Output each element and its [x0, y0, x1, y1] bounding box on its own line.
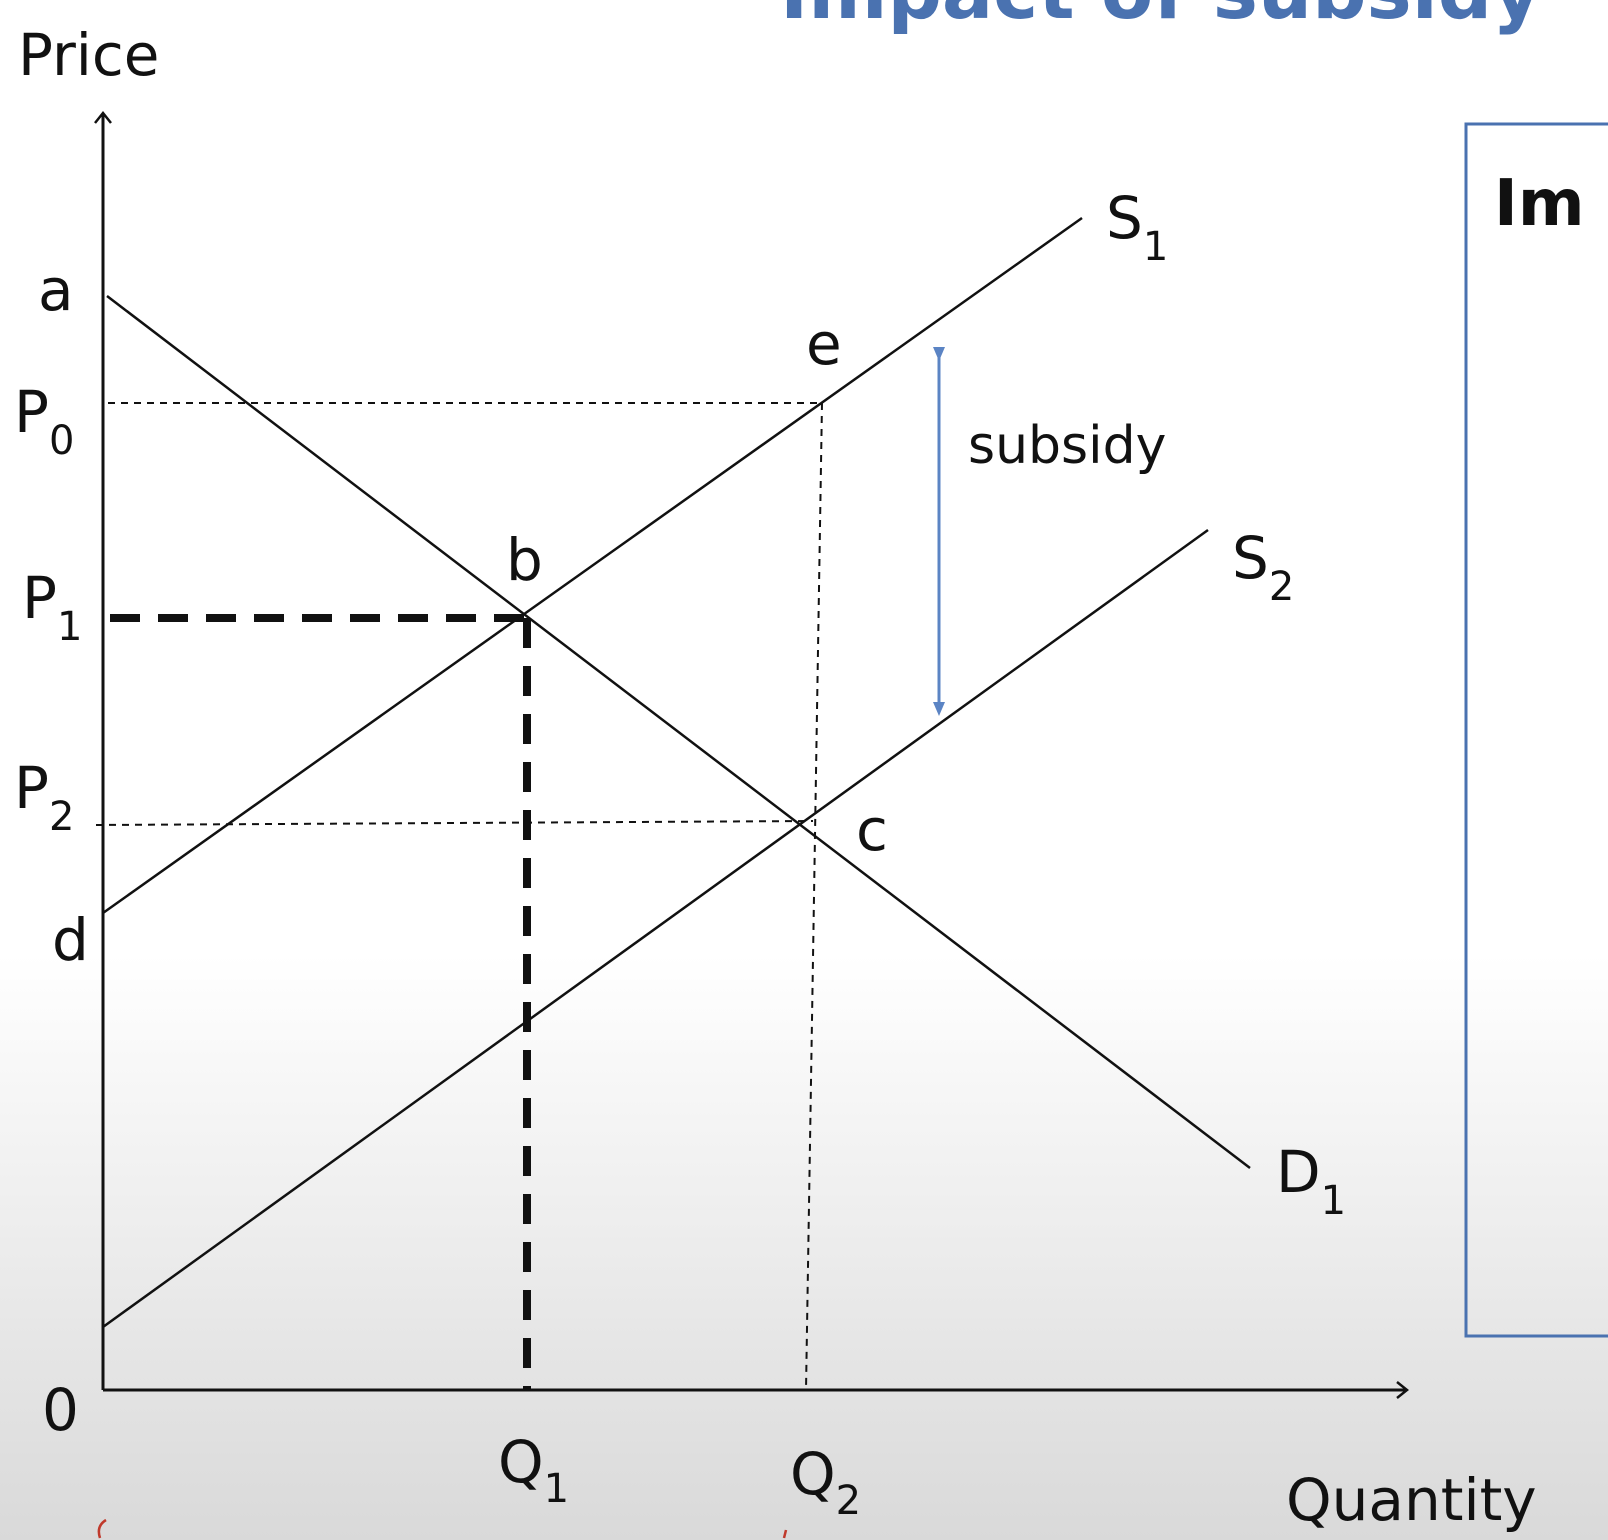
label-p1-main: P	[22, 564, 57, 632]
label-s1-main: S	[1106, 184, 1143, 252]
label-e: e	[806, 310, 842, 378]
label-q2-sub: 2	[836, 1478, 861, 1524]
origin-label: 0	[42, 1376, 79, 1444]
label-q1: Q1	[498, 1428, 569, 1512]
label-s1-sub: 1	[1143, 224, 1168, 270]
label-s2-main: S	[1232, 524, 1269, 592]
label-a: a	[38, 256, 74, 324]
q2-guide-line-upper	[805, 402, 823, 1391]
handwriting-mark-left	[97, 1518, 107, 1539]
side-panel-box	[1464, 122, 1608, 1338]
side-panel-title: Im	[1494, 167, 1585, 241]
label-p0: P0	[14, 378, 74, 464]
label-p2: P2	[14, 754, 74, 840]
label-q1-main: Q	[498, 1428, 544, 1496]
label-p0-main: P	[14, 378, 49, 446]
label-d: d	[52, 906, 89, 974]
y-axis-label: Price	[18, 21, 160, 89]
label-d1-main: D	[1276, 1138, 1321, 1206]
label-p0-sub: 0	[49, 418, 74, 464]
label-s2: S2	[1232, 524, 1294, 610]
label-b: b	[506, 526, 543, 594]
label-d1: D1	[1276, 1138, 1346, 1224]
slide-title: Impact of subsidy	[780, 0, 1542, 36]
label-c: c	[856, 796, 888, 864]
label-p1-sub: 1	[57, 604, 82, 650]
label-p2-main: P	[14, 754, 49, 822]
label-s1: S1	[1106, 184, 1168, 270]
label-q2-main: Q	[790, 1440, 836, 1508]
demand-curve-d1	[106, 295, 1251, 1169]
supply-curve-s2	[102, 528, 1209, 1329]
supply-curve-s1	[102, 216, 1083, 915]
label-d1-sub: 1	[1321, 1178, 1346, 1224]
subsidy-label: subsidy	[968, 416, 1166, 476]
handwriting-mark-right	[782, 1529, 788, 1539]
label-q1-sub: 1	[544, 1466, 569, 1512]
label-p2-sub: 2	[49, 794, 74, 840]
x-axis-label: Quantity	[1286, 1466, 1537, 1534]
label-q2: Q2	[790, 1440, 861, 1524]
label-p1: P1	[22, 564, 82, 650]
p2-guide-line	[95, 820, 814, 826]
label-s2-sub: 2	[1269, 564, 1294, 610]
